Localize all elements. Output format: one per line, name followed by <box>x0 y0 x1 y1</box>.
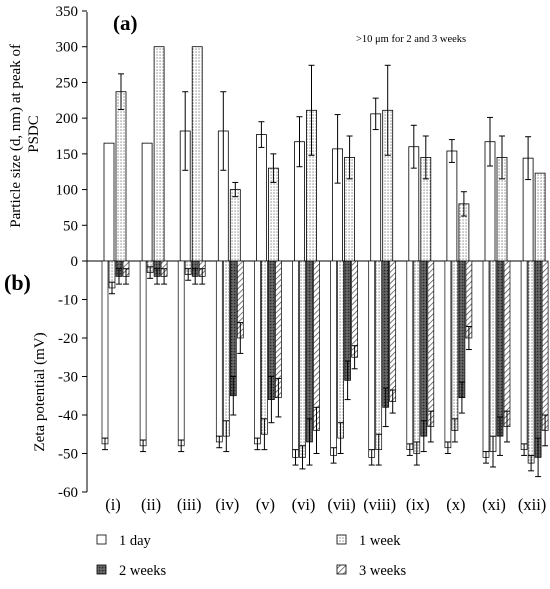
category-label-8: (ix) <box>406 495 430 514</box>
y-tick-label-a: 0 <box>71 254 79 270</box>
category-label-10: (xi) <box>482 495 506 514</box>
y-tick-label-a: 200 <box>56 111 79 127</box>
legend-label-3: 3 weeks <box>359 563 406 579</box>
legend-swatch-1 <box>336 534 347 545</box>
panel-label-a: (a) <box>113 11 138 35</box>
bar-3-weeks-11 <box>541 260 549 431</box>
y-tick-label-a: 250 <box>56 75 79 91</box>
category-label-7: (viii) <box>363 495 396 514</box>
bar-1-week-6 <box>337 260 344 439</box>
category-label-5: (vi) <box>292 495 316 514</box>
y-axis-title-line2: PSDC <box>26 115 42 153</box>
bar-1-week-11 <box>527 260 535 464</box>
bar-3-weeks-7 <box>389 260 397 402</box>
y-tick-label-a: 350 <box>56 4 79 20</box>
bar-1-week-8 <box>413 260 421 454</box>
bar-2-weeks-10 <box>496 260 504 437</box>
bar-1-day-3 <box>215 260 223 443</box>
annotation-note: >10 μm for 2 and 3 weeks <box>356 34 466 45</box>
legend-label-1: 1 week <box>359 533 401 549</box>
bar-3-weeks-4 <box>275 260 282 399</box>
bar-1-week-9 <box>451 260 459 431</box>
y-axis-title-particle-size: Particle size (d, nm) at peak of PSDC <box>8 40 42 227</box>
category-label-6: (vii) <box>327 495 355 514</box>
bar-1-day-9 <box>446 150 458 262</box>
y-tick-label-a: 300 <box>56 40 79 56</box>
bar-1-day-1 <box>139 260 147 447</box>
category-label-1: (ii) <box>141 495 161 514</box>
bar-1-week-5 <box>299 260 306 458</box>
bar-1-week-11 <box>534 172 546 262</box>
y-tick-label-b: -60 <box>58 485 78 501</box>
y-axis-title-line1: Particle size (d, nm) at peak of <box>8 44 24 228</box>
bar-3-weeks-8 <box>427 260 435 427</box>
y-tick-label-a: 50 <box>63 218 78 234</box>
bar-1-week-3 <box>222 260 230 437</box>
bar-1-day-1 <box>141 142 153 262</box>
bar-1-week-7 <box>375 260 383 450</box>
category-label-9: (x) <box>446 495 465 514</box>
bar-2-weeks-11 <box>534 260 542 458</box>
y-tick-label-b: -50 <box>58 447 78 463</box>
bar-2-weeks-9 <box>458 260 466 399</box>
y-tick-label-b: -20 <box>58 331 78 347</box>
category-label-11: (xii) <box>518 495 546 514</box>
legend-swatch-2 <box>96 564 107 575</box>
bar-1-week-3 <box>229 189 241 262</box>
legend-label-2: 2 weeks <box>119 563 166 579</box>
bar-2-weeks-7 <box>382 260 390 408</box>
bar-1-day-11 <box>520 260 528 450</box>
category-label-4: (v) <box>256 495 275 514</box>
bar-1-week-1 <box>153 46 165 262</box>
bar-1-day-7 <box>370 113 382 262</box>
bar-1-week-2 <box>191 46 203 262</box>
bar-1-day-0 <box>101 260 109 445</box>
bar-3-weeks-6 <box>351 260 358 358</box>
category-label-0: (i) <box>105 495 121 514</box>
legend-label-0: 1 day <box>119 533 152 549</box>
y-axis-title-zeta: Zeta potential (mV) <box>32 332 48 451</box>
bar-1-day-9 <box>444 260 452 449</box>
legend-swatch-0 <box>96 534 107 545</box>
bar-1-day-4 <box>254 260 261 445</box>
bar-2-weeks-3 <box>229 260 237 397</box>
bar-1-day-0 <box>103 142 115 262</box>
bar-1-day-7 <box>368 260 376 458</box>
bar-1-day-5 <box>292 260 299 458</box>
y-tick-label-b: -30 <box>58 370 78 386</box>
bar-1-day-4 <box>255 134 267 262</box>
y-tick-label-b: -40 <box>58 408 78 424</box>
bar-1-week-0 <box>115 91 127 262</box>
bar-1-day-8 <box>406 260 414 450</box>
bar-1-day-6 <box>330 260 337 456</box>
bar-1-week-10 <box>489 260 497 452</box>
category-label-2: (iii) <box>177 495 202 514</box>
bar-2-weeks-8 <box>420 260 428 437</box>
bar-3-weeks-5 <box>313 260 320 431</box>
panel-label-b: (b) <box>4 270 31 295</box>
y-tick-label-b: -10 <box>58 293 78 309</box>
bar-1-week-4 <box>261 260 268 435</box>
y-tick-label-a: 150 <box>56 147 79 163</box>
legend-swatch-3 <box>336 564 347 575</box>
bar-2-weeks-5 <box>306 260 313 443</box>
bar-1-day-10 <box>482 260 490 458</box>
y-tick-label-a: 100 <box>56 183 79 199</box>
bar-1-day-2 <box>177 260 185 447</box>
bar-3-weeks-10 <box>503 260 511 427</box>
category-label-3: (iv) <box>215 495 239 514</box>
